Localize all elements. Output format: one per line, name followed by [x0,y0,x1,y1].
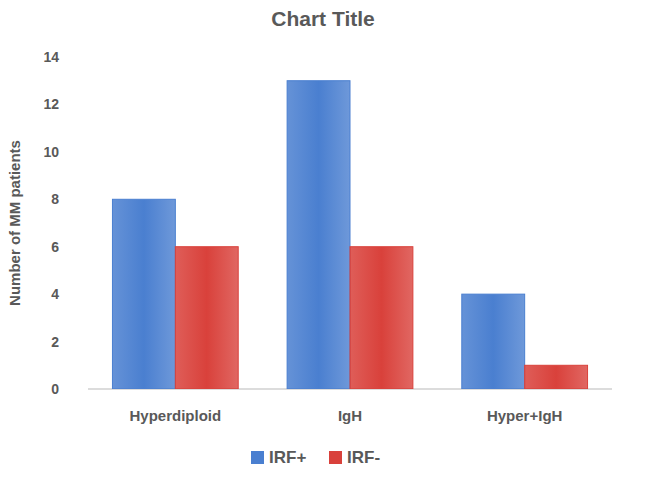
legend-swatch [251,451,264,464]
bar [287,81,350,389]
bar [462,294,525,389]
title: Chart Title [271,7,374,30]
legend-label: IRF- [347,448,380,467]
category-label: IgH [338,407,362,424]
legend-label: IRF+ [269,448,306,467]
category-label: Hyper+IgH [487,407,562,424]
tick-mark [85,57,88,58]
tick-label: 10 [43,144,59,160]
tick-label: 8 [51,191,59,207]
tick-label: 12 [43,96,59,112]
legend: IRF+ IRF- [251,448,380,467]
bars [112,81,587,389]
bar [350,247,413,389]
tick-label: 4 [51,286,59,302]
tick-label: 14 [43,49,59,65]
bar [175,247,238,389]
tick-mark [85,199,88,200]
tick-mark [85,104,88,105]
bar [525,365,588,389]
tick-label: 6 [51,239,59,255]
tick-mark [85,294,88,295]
tick-mark [85,246,88,247]
bar [112,199,175,389]
chart: Chart Title Number of MM patients 0 2 4 6 8 10 1… [0,0,646,477]
category-label: Hyperdiploid [129,407,221,424]
tick-mark [85,389,88,390]
legend-swatch [329,451,342,464]
tick-label: 2 [51,334,59,350]
y-axis-label: Number of MM patients [6,140,23,306]
tick-mark [85,341,88,342]
tick-mark [85,151,88,152]
tick-label: 0 [51,381,59,397]
